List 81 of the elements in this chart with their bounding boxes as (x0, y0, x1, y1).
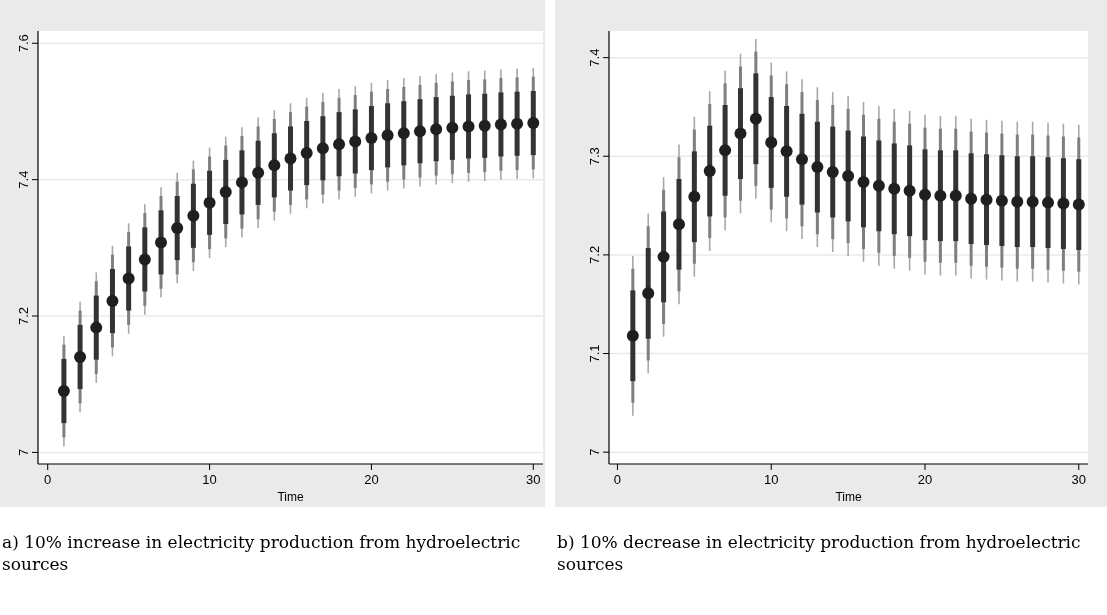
point (511, 117, 524, 130)
point (300, 147, 313, 160)
point (749, 112, 762, 125)
x-tick-label: 30 (1071, 472, 1087, 487)
point (430, 123, 443, 136)
x-tick-label: 20 (364, 472, 379, 487)
point (106, 295, 119, 308)
point (219, 185, 232, 198)
point (365, 132, 378, 145)
point (90, 321, 103, 334)
point (268, 159, 281, 172)
point (780, 145, 793, 158)
point (1057, 197, 1070, 210)
point (235, 176, 248, 189)
point (703, 165, 716, 178)
point (980, 193, 993, 206)
point (187, 209, 200, 222)
point (888, 182, 901, 195)
text: a) 10% increase in electricity production from hydroelectric sources (2, 532, 521, 574)
point (478, 119, 491, 132)
y-tick-label: 7 (16, 448, 31, 457)
point (57, 385, 70, 398)
x-axis-title: Time (277, 490, 304, 504)
point (446, 121, 459, 134)
point (1042, 196, 1055, 209)
point (765, 136, 778, 149)
point (719, 144, 732, 157)
point (688, 190, 701, 203)
y-tick-label: 7.1 (587, 344, 602, 363)
point (1011, 195, 1024, 208)
point (171, 222, 184, 235)
point (734, 127, 747, 140)
point (795, 153, 808, 166)
point (462, 120, 475, 133)
point (381, 129, 394, 142)
point (657, 250, 670, 263)
x-tick-label: 20 (917, 472, 933, 487)
point (857, 175, 870, 188)
point (919, 188, 931, 201)
point (333, 138, 346, 151)
point (903, 184, 916, 197)
point (494, 118, 507, 131)
point (842, 169, 855, 182)
point (965, 192, 978, 205)
y-tick-label: 7.2 (16, 306, 31, 326)
point (826, 166, 839, 179)
point (949, 189, 962, 202)
point (934, 189, 947, 202)
y-tick-label: 7 (587, 448, 602, 456)
x-tick-label: 0 (613, 472, 622, 487)
y-tick-label: 7.3 (587, 147, 602, 166)
point (626, 329, 639, 342)
x-axis-title: Time (835, 490, 862, 504)
x-tick-label: 0 (44, 472, 52, 487)
y-tick-label: 7.4 (16, 170, 31, 189)
point (413, 125, 426, 138)
point (642, 287, 655, 300)
text: b) 10% decrease in electricity production from hydroelectric sources (557, 532, 1081, 574)
y-tick-label: 7.6 (16, 34, 31, 53)
point (284, 152, 297, 165)
y-tick-label: 7.4 (587, 48, 602, 67)
point (349, 135, 362, 148)
x-tick-label: 10 (764, 472, 779, 487)
point (122, 272, 135, 285)
point (811, 161, 824, 174)
point (527, 117, 540, 130)
point (138, 253, 151, 266)
point (672, 218, 685, 231)
point (316, 142, 329, 155)
x-tick-label: 30 (526, 472, 541, 487)
point (155, 236, 168, 249)
point (1026, 195, 1039, 208)
x-tick-label: 10 (202, 472, 217, 487)
point (995, 194, 1008, 207)
point (74, 350, 87, 363)
point (252, 166, 265, 179)
y-tick-label: 7.2 (587, 245, 602, 264)
point (872, 179, 885, 192)
point (1072, 198, 1085, 211)
point (203, 196, 216, 209)
point (397, 127, 410, 140)
